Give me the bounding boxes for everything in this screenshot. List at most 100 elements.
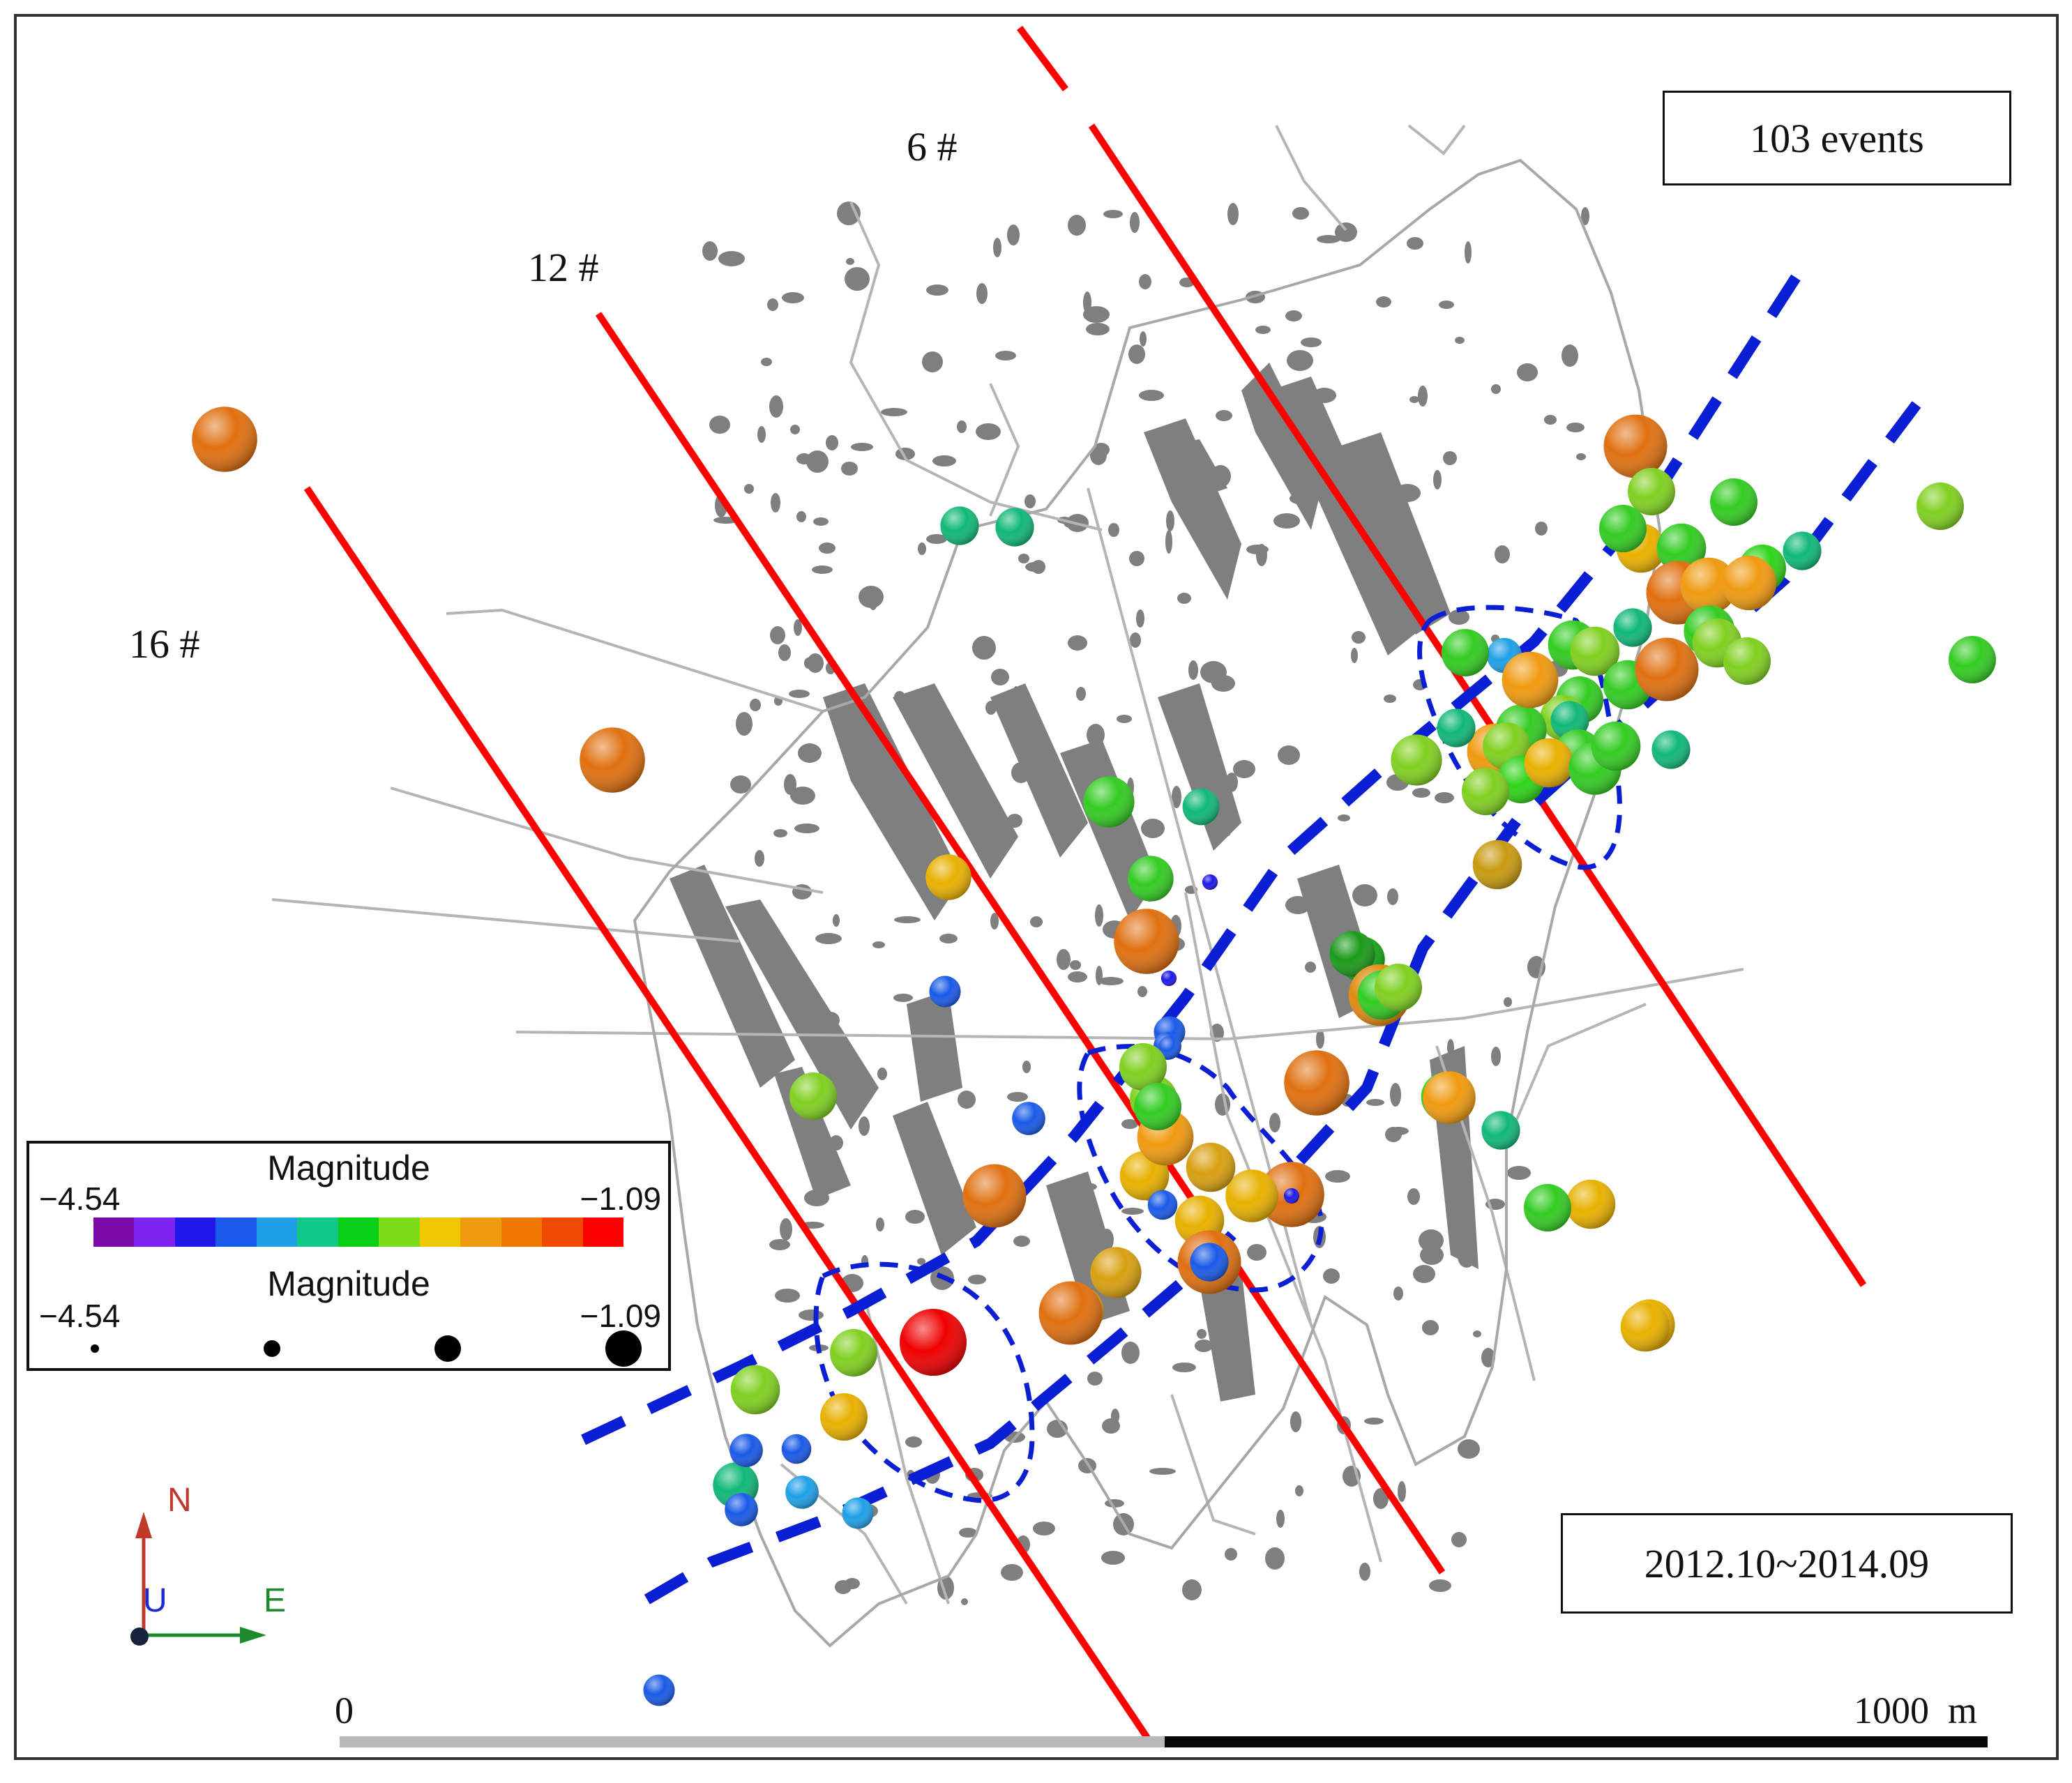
seismic-event [1570, 626, 1620, 676]
pillar-hole [1086, 745, 1093, 755]
seismic-event [1119, 1043, 1167, 1091]
pillar-hole [918, 879, 926, 887]
pillar-hole [1390, 1083, 1401, 1107]
legend-size-min: −4.54 [39, 1298, 121, 1334]
event-shading [1620, 1302, 1670, 1352]
event-shading [1566, 1179, 1616, 1229]
pillar-hole [932, 455, 956, 466]
pillar-hole [872, 941, 885, 948]
mine-panel [670, 865, 795, 1088]
pillar-hole [972, 636, 996, 660]
seismic-event [1656, 523, 1707, 573]
pillar-hole [1121, 1342, 1140, 1364]
seismic-event [1284, 1050, 1349, 1116]
mine-panel [1241, 363, 1325, 530]
pillar-hole [1007, 225, 1020, 245]
seismic-event [785, 1475, 819, 1509]
seismic-event [1283, 1188, 1300, 1204]
pillar-hole [1455, 337, 1465, 344]
pillar-hole [1130, 212, 1140, 233]
roadways [271, 124, 1744, 1605]
pillar-hole [1561, 344, 1578, 367]
pillar-hole [826, 435, 838, 450]
event-shading [1916, 483, 1964, 530]
fault-line-upper [566, 274, 1801, 1452]
pillar-hole [1001, 1564, 1023, 1581]
size-dot-4 [605, 1330, 642, 1367]
seismic-event [1603, 414, 1668, 478]
seismic-event [1329, 931, 1375, 977]
pillar-hole [1101, 1551, 1125, 1565]
pillar-hole [1090, 446, 1107, 465]
fault-lines [566, 274, 1921, 1616]
pillar-hole [1233, 760, 1255, 778]
seismic-event [1225, 1169, 1278, 1222]
event-shading [1012, 1102, 1045, 1135]
pillar-hole [1379, 492, 1393, 510]
pillar-hole [1352, 884, 1377, 906]
mine-panel [907, 990, 962, 1102]
pillar-hole [1313, 388, 1336, 403]
map-frame [14, 14, 2059, 1760]
event-shading [1651, 730, 1691, 769]
pillar-hole [1292, 207, 1309, 220]
scale-start-label: 0 [335, 1690, 354, 1731]
pillar-hole [1338, 814, 1350, 821]
pillar-hole [1012, 686, 1020, 708]
cluster-outline-mid [1077, 1044, 1324, 1293]
seismic-event [789, 1072, 837, 1120]
pillar-hole [709, 416, 730, 434]
pillar-hole [1285, 310, 1302, 321]
pillar-hole [1323, 1268, 1340, 1284]
pillar-hole [1130, 632, 1141, 648]
event-shading [962, 1164, 1027, 1228]
pillar-hole [769, 395, 783, 418]
pillar-hole [1129, 551, 1144, 566]
event-shading [900, 1309, 967, 1376]
event-shading [1423, 1071, 1476, 1124]
pillar-hole [730, 775, 751, 794]
pillar-hole [846, 258, 854, 265]
pillar-hole [1121, 1119, 1138, 1129]
seismic-event [730, 1365, 780, 1415]
pillar-hole [1177, 593, 1191, 604]
event-shading [785, 1475, 819, 1509]
event-shading [1329, 931, 1375, 977]
pillar-hole [815, 933, 842, 944]
pillar-hole [1517, 363, 1538, 381]
pillar-hole [1443, 451, 1457, 465]
event-shading [1283, 1188, 1300, 1204]
pillar-hole [1024, 494, 1036, 508]
seismic-event [820, 1393, 868, 1441]
event-shading [1721, 555, 1777, 611]
pillar-hole [790, 787, 815, 805]
roadway [863, 1296, 950, 1604]
pillar-hole [807, 653, 824, 673]
event-shading [995, 508, 1034, 547]
pillar-hole [1166, 510, 1174, 531]
pillar-hole [1075, 1183, 1097, 1191]
mine-panel [725, 900, 879, 1130]
legend-color-min: −4.54 [39, 1181, 121, 1217]
pillar-hole [806, 450, 829, 473]
origin-dot-icon [130, 1628, 149, 1646]
event-shading [1472, 840, 1522, 890]
event-shading [1603, 414, 1668, 478]
pillar-hole [1076, 687, 1086, 701]
event-shading [1284, 1050, 1349, 1116]
pillar-hole [1405, 584, 1430, 594]
pillar-hole [1407, 237, 1423, 250]
pillar-hole [1504, 997, 1512, 1007]
event-shading [1442, 629, 1489, 676]
pillar-hole [829, 1135, 843, 1151]
roadway [515, 968, 1744, 1041]
pillar-hole [1576, 453, 1586, 460]
seismic-event [1186, 1142, 1236, 1192]
event-shading [1524, 738, 1574, 788]
event-shading [830, 1329, 877, 1376]
scale-bar-light [340, 1736, 1165, 1747]
event-shading [1628, 468, 1675, 515]
pillar-hole [1433, 470, 1442, 490]
pillar-hole [1117, 715, 1132, 723]
seismic-event [781, 1434, 812, 1464]
